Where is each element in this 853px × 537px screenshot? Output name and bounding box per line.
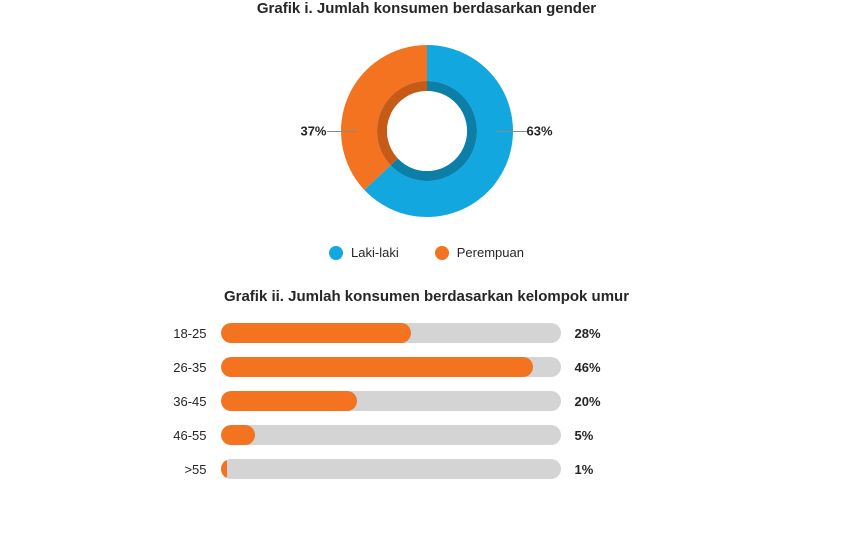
donut-tick-left	[327, 131, 357, 132]
donut-label-right: 63%	[527, 124, 553, 139]
bar-chart-rows: 18-25 28% 26-35 46% 36-45 20% 46-55 5% >55 1%	[147, 323, 707, 479]
legend-swatch	[435, 246, 449, 260]
legend-item: Perempuan	[435, 245, 524, 260]
legend-label: Laki-laki	[351, 245, 399, 260]
bar-category-label: 46-55	[147, 428, 207, 443]
bar-value-label: 20%	[575, 394, 625, 409]
bar-fill	[221, 391, 357, 411]
bar-value-label: 1%	[575, 462, 625, 477]
bar-category-label: 26-35	[147, 360, 207, 375]
bar-fill	[221, 459, 228, 479]
bar-track	[221, 323, 561, 343]
bar-row: 36-45 20%	[147, 391, 707, 411]
bar-chart: Grafik ii. Jumlah konsumen berdasarkan k…	[0, 288, 853, 479]
bar-row: 26-35 46%	[147, 357, 707, 377]
bar-fill	[221, 357, 534, 377]
bar-row: 18-25 28%	[147, 323, 707, 343]
bar-category-label: 36-45	[147, 394, 207, 409]
bar-track	[221, 425, 561, 445]
bar-value-label: 5%	[575, 428, 625, 443]
legend-item: Laki-laki	[329, 245, 399, 260]
donut-tick-right	[497, 131, 527, 132]
donut-hole	[387, 91, 467, 171]
bar-value-label: 28%	[575, 326, 625, 341]
bar-track	[221, 459, 561, 479]
donut-chart-area: 37% 63%	[277, 31, 577, 231]
legend-label: Perempuan	[457, 245, 524, 260]
bar-track	[221, 357, 561, 377]
bar-track	[221, 391, 561, 411]
bar-chart-title: Grafik ii. Jumlah konsumen berdasarkan k…	[0, 288, 853, 305]
bar-fill	[221, 425, 255, 445]
bar-category-label: >55	[147, 462, 207, 477]
donut-chart: Grafik i. Jumlah konsumen berdasarkan ge…	[0, 0, 853, 260]
legend-swatch	[329, 246, 343, 260]
donut-chart-title: Grafik i. Jumlah konsumen berdasarkan ge…	[257, 0, 596, 17]
donut-label-left: 37%	[300, 124, 326, 139]
bar-category-label: 18-25	[147, 326, 207, 341]
bar-row: >55 1%	[147, 459, 707, 479]
donut-legend: Laki-laki Perempuan	[329, 245, 524, 260]
bar-value-label: 46%	[575, 360, 625, 375]
bar-fill	[221, 323, 411, 343]
bar-row: 46-55 5%	[147, 425, 707, 445]
